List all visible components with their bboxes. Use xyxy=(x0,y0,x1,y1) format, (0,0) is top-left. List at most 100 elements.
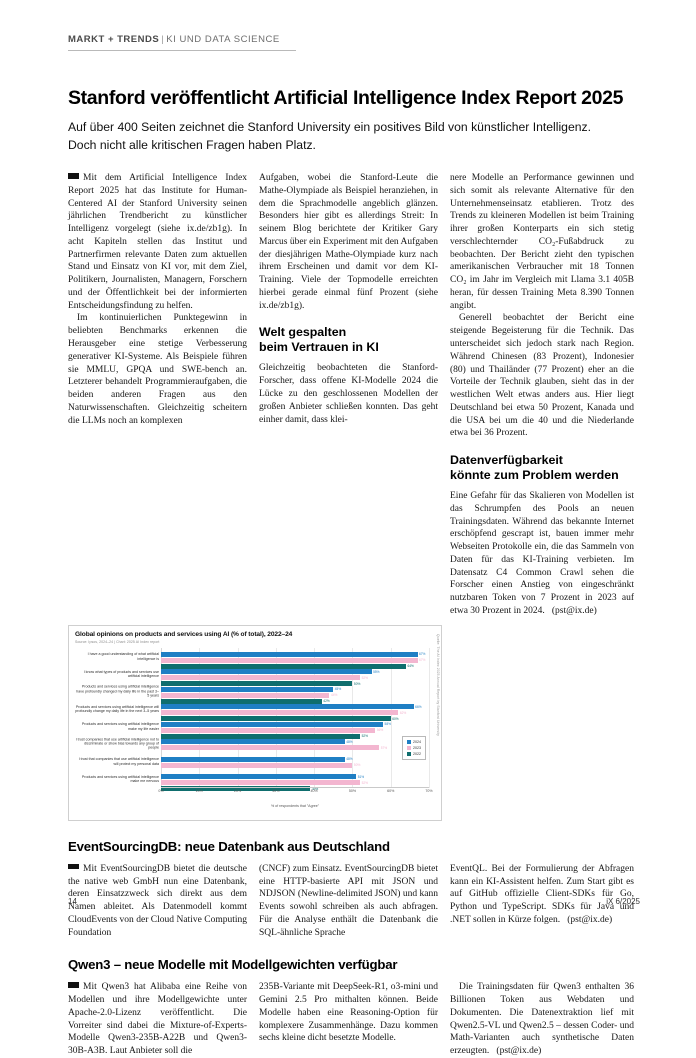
chart-category-label: Products and services using artificial i… xyxy=(75,704,159,713)
chart-figure: Global opinions on products and services… xyxy=(68,624,442,821)
paragraph: 235B-Variante mit DeepSeek-R1, o3-mini u… xyxy=(259,982,438,1044)
chart-bar: 62% xyxy=(161,710,406,716)
paragraph: Generell beobachtet der Bericht eine ste… xyxy=(450,313,634,439)
chart-x-tick: 40% xyxy=(310,789,318,794)
chart-bar: 67% xyxy=(161,657,425,663)
section-heading-eventsourcingdb: EventSourcingDB: neue Datenbank aus Deut… xyxy=(68,838,390,854)
chart-gridline xyxy=(429,647,430,788)
chart-x-tick: 60% xyxy=(387,789,395,794)
chart-bar-value: 50% xyxy=(353,763,361,768)
chart-plot-area: I have a good understanding of what arti… xyxy=(75,647,435,808)
author-byline: (pst@ix.de) xyxy=(567,914,613,925)
paragraph: Mit Qwen3 hat Alibaba eine Reihe von Mod… xyxy=(68,981,247,1058)
page-title: Stanford veröffentlicht Artificial Intel… xyxy=(68,87,624,109)
chart-bar: 52% xyxy=(161,733,368,739)
chart-bar: 64% xyxy=(161,663,414,669)
section-heading-qwen3: Qwen3 – neue Modelle mit Modellgewichten… xyxy=(68,957,398,973)
paragraph: Mit dem Artificial Intelligence Index Re… xyxy=(68,172,247,312)
chart-bar: 55% xyxy=(161,669,379,675)
subheading-line-2: könnte zum Problem werden xyxy=(450,468,619,483)
chart-bar: 51% xyxy=(161,774,364,780)
chart-bar-value: 50% xyxy=(353,681,361,686)
chart-bars: 48% 50% xyxy=(161,753,429,771)
chart-x-axis-label: % of respondents that "Agree" xyxy=(270,804,320,809)
chart-bar-group: I trust companies that use artificial in… xyxy=(75,735,429,753)
chart-bar-value: 45% xyxy=(334,687,342,692)
issue-label: iX 6/2025 xyxy=(606,897,640,906)
chart-bar-value: 56% xyxy=(376,728,384,733)
paragraph: Gleichzeitig beobachteten die Stanford-F… xyxy=(259,363,438,425)
paragraph: Im kontinuierlichen Punktegewinn in beli… xyxy=(68,313,247,426)
column-3: EventQL. Bei der Formulierung der Abfrag… xyxy=(450,863,634,940)
column-1: Mit Qwen3 hat Alibaba eine Reihe von Mod… xyxy=(68,981,247,1058)
chart-bar-value: 44% xyxy=(330,693,338,698)
column-3: nere Modelle an Performance gewinnen und… xyxy=(450,172,634,618)
chart-subtitle: Source: Ipsos, 2024–24 | Chart: 2025 AI … xyxy=(75,639,160,644)
main-columns: Mit dem Artificial Intelligence Index Re… xyxy=(68,172,640,618)
chart-category-label: Products and services using artificial i… xyxy=(81,722,159,731)
legend-swatch-icon xyxy=(406,739,411,744)
chart-bar-value: 52% xyxy=(361,675,368,680)
chart-bars: 48% 57% xyxy=(161,735,429,753)
column-2: Aufgaben, wobei die Stanford-Leute die M… xyxy=(259,172,438,618)
chart-bar-group: Products and services using artificial i… xyxy=(75,718,429,739)
chart-x-axis: % of respondents that "Agree" 0% 10% 20% 30… xyxy=(158,786,433,808)
chart-bar-value: 52% xyxy=(361,780,368,785)
chart-bar: 44% xyxy=(161,692,337,698)
chart-bar-value: 57% xyxy=(380,745,388,750)
chart-bar-value: 51% xyxy=(357,774,365,779)
chart-bar: 60% xyxy=(161,716,399,722)
page-number: 14 xyxy=(68,897,77,906)
chart-bar-group: I know what types of products and servic… xyxy=(75,665,429,687)
chart-bar-group: Products and services using artificial i… xyxy=(75,683,429,704)
chart-bar: 45% xyxy=(161,686,341,692)
legend-label: 2024 xyxy=(413,739,421,744)
paragraph: nere Modelle an Performance gewinnen und… xyxy=(450,173,634,311)
chart-bar-group: I trust that companies that use artifici… xyxy=(75,753,429,771)
subheading-datenverfuegbarkeit: Datenverfügbarkeit könnte zum Problem we… xyxy=(450,453,634,483)
kicker-primary: MARKT + TRENDS xyxy=(68,34,160,45)
column-1: Mit dem Artificial Intelligence Index Re… xyxy=(68,172,247,618)
chart-bar-value: 67% xyxy=(419,652,426,657)
chart-legend-item: 2023 xyxy=(406,745,421,750)
section-kicker: MARKT + TRENDS | KI UND DATA SCIENCE xyxy=(68,34,296,51)
chart-x-tick: 20% xyxy=(233,789,242,794)
chart-bar-value: 48% xyxy=(346,739,353,744)
chart-bar-value: 42% xyxy=(323,699,330,704)
chart-bar: 48% xyxy=(161,739,353,745)
chart-bar-value: 60% xyxy=(392,716,399,721)
chart-category-label: I trust companies that use artificial in… xyxy=(75,737,159,750)
chart-credit: Quelle: The AI Index 2025 Annual Report … xyxy=(436,633,440,736)
chart-x-tick: 10% xyxy=(195,789,203,794)
chart-bars: 55% 52% 50% xyxy=(161,665,429,687)
paragraph: Eine Gefahr für das Skalieren von Modell… xyxy=(450,490,634,618)
chart-x-tick: 30% xyxy=(272,789,280,794)
chart-bar: 42% xyxy=(161,698,330,704)
paragraph: EventQL. Bei der Formulierung der Abfrag… xyxy=(450,863,634,927)
chart-bar-value: 48% xyxy=(346,757,353,762)
legend-label: 2022 xyxy=(413,752,421,757)
chart-gridline xyxy=(390,647,392,788)
chart-legend-item: 2024 xyxy=(406,739,421,744)
lead-marker-icon xyxy=(68,863,79,870)
chart-bars: 58% 56% 52% xyxy=(161,718,429,739)
chart-bars: 51% 52% 39% xyxy=(161,770,429,792)
section3-columns: Mit Qwen3 hat Alibaba eine Reihe von Mod… xyxy=(68,981,640,1058)
chart-bar: 57% xyxy=(161,745,387,751)
chart-bar: 58% xyxy=(161,721,391,727)
chart-bar-group: I have a good understanding of what arti… xyxy=(75,648,429,669)
chart-bars: 66% 62% 60% xyxy=(161,700,429,722)
chart-bar-value: 62% xyxy=(399,710,407,715)
chart-bar-group: Products and services using artificial i… xyxy=(75,770,429,792)
chart-bar-value: 55% xyxy=(373,669,380,674)
magazine-page: MARKT + TRENDS | KI UND DATA SCIENCE Stanf… xyxy=(68,34,640,1056)
chart-bar: 39% xyxy=(161,786,318,792)
chart-bar-value: 58% xyxy=(384,722,391,727)
chart-bar-groups: I have a good understanding of what arti… xyxy=(75,648,429,792)
subheading-welt-gespalten: Welt gespalten beim Vertrauen in KI xyxy=(259,325,438,355)
page-footer: 14 iX 6/2025 xyxy=(68,897,640,906)
chart-bar: 66% xyxy=(161,704,422,710)
column-2: 235B-Variante mit DeepSeek-R1, o3-mini u… xyxy=(259,981,438,1058)
chart-bar: 52% xyxy=(161,675,368,681)
chart-bars: 45% 44% 42% xyxy=(161,683,429,704)
